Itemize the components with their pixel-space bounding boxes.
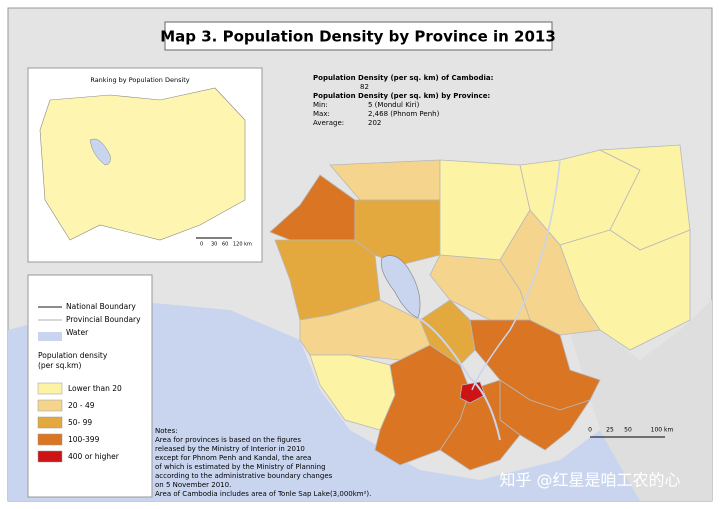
- note-line: according to the administrative boundary…: [155, 472, 333, 480]
- legend-label: 400 or higher: [68, 452, 120, 461]
- sea: [8, 300, 640, 501]
- river: [471, 159, 561, 391]
- summary-key: Average:: [313, 119, 344, 127]
- legend-boundary: National Boundary: [66, 302, 136, 311]
- note-line: of which is estimated by the Ministry of…: [155, 463, 326, 471]
- river: [417, 317, 501, 441]
- summary-label: Population Density (per sq. km) by Provi…: [313, 92, 490, 100]
- notes: Notes:Area for provinces is based on the…: [155, 427, 371, 498]
- inset-scale-label: 60: [222, 242, 228, 248]
- inset-title: Ranking by Population Density: [90, 76, 189, 84]
- note-line: Area for provinces is based on the figur…: [155, 436, 301, 444]
- inset-map: [39, 87, 246, 241]
- legend-label: Lower than 20: [68, 384, 122, 393]
- summary-key: Max:: [313, 110, 330, 118]
- legend-swatch: [37, 450, 63, 463]
- summary-value: 82: [360, 83, 369, 91]
- legend-swatch: [37, 416, 63, 429]
- legend: National Boundary Provincial Boundary Wate…: [37, 302, 141, 463]
- inset-scale-label: 120 km: [233, 242, 252, 248]
- summary-rows: Min: 5 (Mondul Kiri) Max: 2,468 (Phnom Penh…: [313, 101, 440, 127]
- scale: 0 25 50 100 km: [588, 427, 673, 434]
- scale-label: 25: [606, 427, 614, 434]
- scale-label: 0: [588, 427, 592, 434]
- legend-boundary: Provincial Boundary: [66, 315, 141, 324]
- note-line: except for Phnom Penh and Kandal, the ar…: [155, 454, 311, 462]
- inset-scale-label: 0: [200, 242, 203, 248]
- legend-label: 100-399: [68, 435, 100, 444]
- note-line: Area of Cambodia includes area of Tonle …: [155, 490, 371, 498]
- watermark: 知乎 @红星是咱工农的心: [499, 471, 680, 490]
- scale-label: 50: [624, 427, 632, 434]
- neighbour: [560, 300, 712, 501]
- legend-swatch: [37, 382, 63, 395]
- summary-val: 2,468 (Phnom Penh): [368, 110, 440, 118]
- summary-label: Population Density (per sq. km) of Cambo…: [313, 74, 494, 82]
- summary-val: 202: [368, 119, 381, 127]
- legend-water: [38, 332, 62, 341]
- title: Map 3. Population Density by Province in…: [160, 28, 556, 46]
- note-line: Notes:: [155, 427, 178, 435]
- summary-key: Min:: [313, 101, 328, 109]
- legend-label: 50- 99: [68, 418, 92, 427]
- provinces: [269, 144, 691, 471]
- inset-scale-label: 30: [211, 242, 217, 248]
- summary-val: 5 (Mondul Kiri): [368, 101, 420, 109]
- note-line: released by the Ministry of Interior in …: [155, 445, 305, 453]
- legend-title: (per sq.km): [38, 361, 81, 370]
- scale-label: 100 km: [651, 427, 674, 434]
- title-box: [164, 21, 553, 51]
- legend-swatch: [37, 433, 63, 446]
- legend-swatch: [37, 399, 63, 412]
- note-line: on 5 November 2010.: [155, 481, 231, 489]
- inset-scale: 0 30 60 120 km: [200, 242, 252, 248]
- legend-label: 20 - 49: [68, 401, 95, 410]
- legend-title: Population density: [38, 351, 108, 360]
- legend-boundary: Water: [66, 328, 89, 337]
- inset-lake: [89, 138, 111, 166]
